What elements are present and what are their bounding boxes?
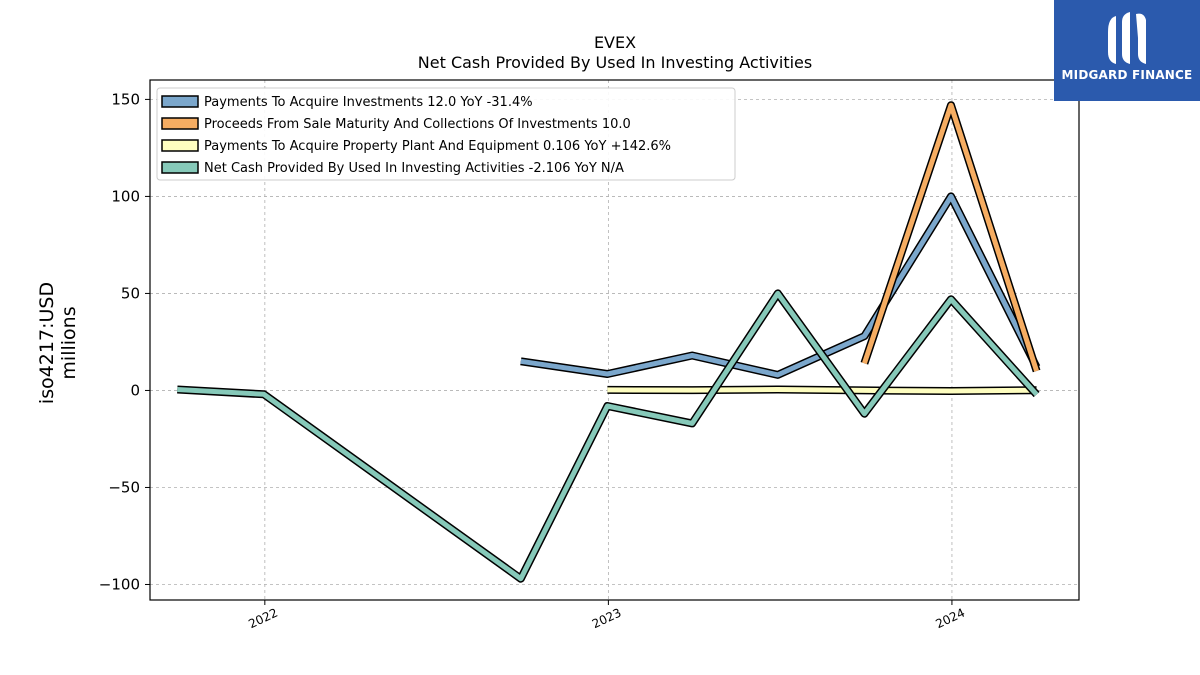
y-axis-label: iso4217:USD — [36, 282, 58, 404]
legend-swatch — [161, 117, 199, 130]
y-axis-label-units: millions — [58, 306, 80, 379]
logo-text: MIDGARD FINANCE — [1061, 68, 1193, 82]
legend: Payments To Acquire Investments 12.0 YoY… — [156, 87, 736, 181]
series-line-outline — [520, 192, 1041, 379]
series-layer — [177, 101, 1041, 583]
legend-entry-label: Payments To Acquire Investments 12.0 YoY… — [204, 95, 533, 110]
x-tick-label: 2023 — [590, 606, 624, 632]
brand-logo: MIDGARD FINANCE — [1054, 0, 1200, 101]
plot-frame — [149, 79, 1080, 601]
series-line-outline — [177, 289, 1040, 583]
legend-swatch — [161, 95, 199, 108]
series-line — [177, 290, 1039, 582]
logo-mark-icon — [1108, 12, 1146, 65]
series-line — [862, 102, 1039, 372]
y-tick-label: −100 — [99, 575, 140, 593]
y-tick-label: 100 — [111, 187, 140, 205]
chart-title: EVEX — [594, 33, 636, 52]
series-0 — [520, 192, 1041, 379]
series-line — [520, 193, 1039, 378]
legend-entry-label: Payments To Acquire Property Plant And E… — [204, 139, 671, 154]
series-line — [607, 387, 1037, 394]
series-2 — [607, 385, 1037, 395]
y-tick-label: 150 — [111, 90, 140, 108]
chart-subtitle: Net Cash Provided By Used In Investing A… — [418, 53, 812, 72]
y-tick-label: −50 — [108, 478, 140, 496]
legend-box — [156, 87, 736, 181]
y-tick-label: 50 — [121, 284, 140, 302]
legend-swatch — [161, 139, 199, 152]
series-1 — [860, 101, 1041, 373]
legend-entry-label: Net Cash Provided By Used In Investing A… — [204, 161, 624, 176]
x-tick-label: 2024 — [933, 606, 967, 632]
legend-swatch — [161, 161, 199, 174]
legend-entry-label: Proceeds From Sale Maturity And Collecti… — [204, 117, 631, 132]
series-3 — [177, 289, 1040, 583]
x-tick-label: 2022 — [246, 606, 280, 632]
y-tick-label: 0 — [130, 381, 140, 399]
series-line-outline — [860, 101, 1041, 373]
